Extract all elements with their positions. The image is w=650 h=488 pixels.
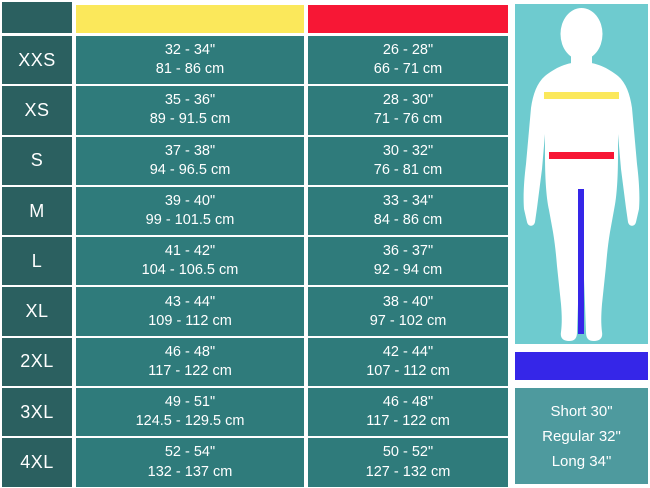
inseam-color-bar <box>515 352 648 380</box>
table-row: XS 35 - 36" 89 - 91.5 cm 28 - 30" 71 - 76 cm <box>0 85 510 135</box>
body-figure-illustration <box>515 4 648 344</box>
size-label-cell: 4XL <box>2 438 72 487</box>
table-row: 2XL 46 - 48" 117 - 122 cm 42 - 44" 107 - 112… <box>0 337 510 387</box>
waist-inches: 33 - 34" <box>382 192 434 209</box>
table-body: XXS 32 - 34" 81 - 86 cm 26 - 28" 66 - 71 cm X… <box>0 35 510 488</box>
waist-inches: 30 - 32" <box>382 142 434 159</box>
size-label-cell: 3XL <box>2 388 72 437</box>
waist-inches: 50 - 52" <box>382 444 434 461</box>
waist-centimeters: 127 - 132 cm <box>365 463 451 480</box>
waist-centimeters: 97 - 102 cm <box>369 312 447 329</box>
size-label-cell: 2XL <box>2 337 72 387</box>
size-label-cell: XL <box>2 287 72 336</box>
chest-centimeters: 109 - 112 cm <box>148 312 232 329</box>
table-row: 3XL 49 - 51" 124.5 - 129.5 cm 46 - 48" 117 -… <box>0 387 510 437</box>
waist-measure-cell: 33 - 34" 84 - 86 cm <box>308 186 508 236</box>
chest-centimeters: 89 - 91.5 cm <box>149 111 231 128</box>
header-chest-color-bar <box>76 5 304 33</box>
size-label-cell: S <box>2 136 72 185</box>
chest-centimeters: 94 - 96.5 cm <box>149 161 231 178</box>
chest-measure-cell: 52 - 54" 132 - 137 cm <box>76 438 304 487</box>
length-option: Regular 32" <box>542 427 621 445</box>
chest-measure-cell: 37 - 38" 94 - 96.5 cm <box>76 136 304 185</box>
size-label-cell: XXS <box>2 36 72 85</box>
waist-centimeters: 84 - 86 cm <box>373 212 443 229</box>
waist-measure-cell: 28 - 30" 71 - 76 cm <box>308 86 508 135</box>
waist-centimeters: 66 - 71 cm <box>373 61 443 78</box>
chest-measure-line <box>544 92 619 99</box>
length-options-box: Short 30" Regular 32" Long 34" <box>515 388 648 484</box>
length-option: Long 34" <box>551 452 612 470</box>
waist-centimeters: 117 - 122 cm <box>366 413 450 430</box>
table-row: S 37 - 38" 94 - 96.5 cm 30 - 32" 76 - 81 cm <box>0 136 510 186</box>
chest-inches: 46 - 48" <box>164 343 216 360</box>
table-row: XL 43 - 44" 109 - 112 cm 38 - 40" 97 - 102 c… <box>0 286 510 336</box>
waist-centimeters: 92 - 94 cm <box>373 262 443 279</box>
waist-measure-cell: 46 - 48" 117 - 122 cm <box>308 388 508 437</box>
male-body-silhouette-icon <box>523 8 640 341</box>
chest-centimeters: 132 - 137 cm <box>147 463 233 480</box>
size-label-cell: L <box>2 237 72 286</box>
waist-measure-cell: 36 - 37" 92 - 94 cm <box>308 237 508 286</box>
waist-measure-cell: 30 - 32" 76 - 81 cm <box>308 136 508 185</box>
chest-inches: 35 - 36" <box>164 92 216 109</box>
waist-measure-cell: 42 - 44" 107 - 112 cm <box>308 337 508 387</box>
table-row: L 41 - 42" 104 - 106.5 cm 36 - 37" 92 - 94 c… <box>0 236 510 286</box>
waist-measure-cell: 26 - 28" 66 - 71 cm <box>308 36 508 85</box>
waist-centimeters: 76 - 81 cm <box>373 161 443 178</box>
chest-measure-cell: 46 - 48" 117 - 122 cm <box>76 337 304 387</box>
waist-inches: 46 - 48" <box>382 394 434 411</box>
table-header-row <box>0 0 510 35</box>
waist-inches: 28 - 30" <box>382 92 434 109</box>
chest-centimeters: 124.5 - 129.5 cm <box>135 413 245 430</box>
chest-measure-cell: 49 - 51" 124.5 - 129.5 cm <box>76 388 304 437</box>
chest-measure-cell: 43 - 44" 109 - 112 cm <box>76 287 304 336</box>
chest-centimeters: 117 - 122 cm <box>148 362 232 379</box>
chest-centimeters: 99 - 101.5 cm <box>145 212 235 229</box>
size-table-panel: XXS 32 - 34" 81 - 86 cm 26 - 28" 66 - 71 cm X… <box>0 0 510 488</box>
waist-inches: 38 - 40" <box>382 293 434 310</box>
chest-measure-cell: 32 - 34" 81 - 86 cm <box>76 36 304 85</box>
size-label-cell: XS <box>2 86 72 135</box>
waist-measure-cell: 50 - 52" 127 - 132 cm <box>308 438 508 487</box>
chest-inches: 32 - 34" <box>164 42 216 59</box>
waist-inches: 26 - 28" <box>382 42 434 59</box>
chest-centimeters: 81 - 86 cm <box>155 61 225 78</box>
chest-inches: 49 - 51" <box>164 394 216 411</box>
table-row: XXS 32 - 34" 81 - 86 cm 26 - 28" 66 - 71 cm <box>0 35 510 85</box>
waist-inches: 36 - 37" <box>382 243 434 260</box>
chest-inches: 52 - 54" <box>164 444 216 461</box>
chest-measure-cell: 39 - 40" 99 - 101.5 cm <box>76 186 304 236</box>
waist-measure-line <box>549 152 614 159</box>
chest-inches: 37 - 38" <box>164 142 216 159</box>
header-waist-color-bar <box>308 5 508 33</box>
figure-panel: Short 30" Regular 32" Long 34" <box>510 0 650 488</box>
chest-centimeters: 104 - 106.5 cm <box>141 262 239 279</box>
waist-centimeters: 107 - 112 cm <box>366 362 450 379</box>
waist-measure-cell: 38 - 40" 97 - 102 cm <box>308 287 508 336</box>
chest-inches: 43 - 44" <box>164 293 216 310</box>
inseam-measure-line <box>578 189 584 334</box>
chest-inches: 39 - 40" <box>164 192 216 209</box>
chest-inches: 41 - 42" <box>164 243 216 260</box>
table-row: 4XL 52 - 54" 132 - 137 cm 50 - 52" 127 - 132… <box>0 437 510 487</box>
size-label-cell: M <box>2 186 72 236</box>
waist-centimeters: 71 - 76 cm <box>373 111 443 128</box>
length-option: Short 30" <box>550 402 613 420</box>
waist-inches: 42 - 44" <box>382 343 434 360</box>
chest-measure-cell: 35 - 36" 89 - 91.5 cm <box>76 86 304 135</box>
header-size-cell <box>2 2 72 33</box>
table-row: M 39 - 40" 99 - 101.5 cm 33 - 34" 84 - 86 cm <box>0 186 510 236</box>
chest-measure-cell: 41 - 42" 104 - 106.5 cm <box>76 237 304 286</box>
